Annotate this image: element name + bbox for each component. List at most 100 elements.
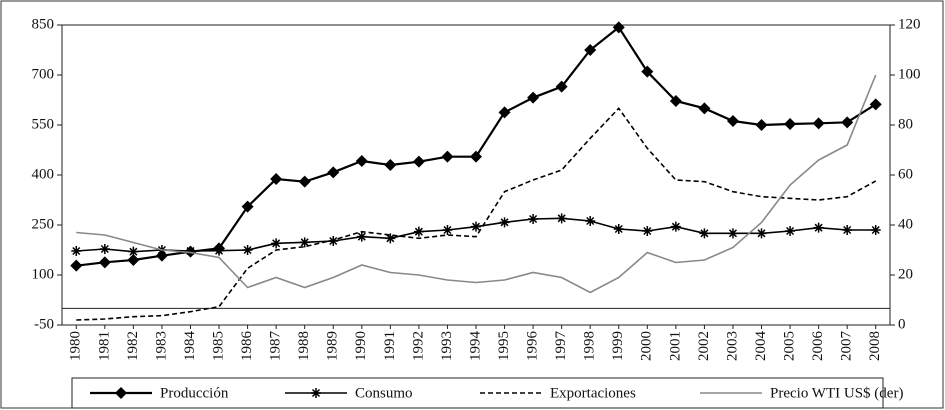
asterisk-marker xyxy=(128,246,139,257)
asterisk-marker xyxy=(756,228,767,239)
diamond-marker xyxy=(498,106,511,119)
asterisk-marker xyxy=(585,216,596,226)
diamond-marker xyxy=(412,155,425,168)
x-tick-label: 2008 xyxy=(867,331,883,361)
diamond-marker xyxy=(327,166,340,179)
asterisk-marker xyxy=(385,233,396,244)
asterisk-marker xyxy=(785,226,796,236)
diamond-marker xyxy=(584,44,597,56)
y-tick-label: 100 xyxy=(32,266,55,282)
asterisk-marker xyxy=(442,225,453,235)
x-tick-label: 1986 xyxy=(239,331,255,362)
asterisk-marker xyxy=(471,221,481,232)
asterisk-marker xyxy=(613,224,624,234)
y2-tick-label: 20 xyxy=(898,266,913,282)
diamond-marker xyxy=(355,155,368,167)
x-tick-label: 1994 xyxy=(467,331,483,362)
x-tick-label: 1985 xyxy=(210,331,226,361)
diamond-marker xyxy=(612,21,625,34)
x-tick-label: 1984 xyxy=(182,331,198,362)
plot-frame xyxy=(61,24,891,326)
diamond-marker xyxy=(384,159,397,171)
diamond-marker xyxy=(70,259,83,272)
x-tick-label: 2002 xyxy=(696,331,712,361)
x-tick-label: 2007 xyxy=(839,331,855,362)
diamond-marker xyxy=(755,119,768,131)
asterisk-marker xyxy=(214,245,225,256)
x-tick-label: 1989 xyxy=(325,331,341,361)
asterisk-marker xyxy=(727,228,738,239)
asterisk-marker xyxy=(185,246,196,256)
asterisk-marker xyxy=(71,246,82,256)
asterisk-marker xyxy=(813,222,824,233)
diamond-marker xyxy=(869,98,882,111)
series-line xyxy=(76,74,877,294)
diamond-marker xyxy=(241,200,254,213)
asterisk-marker xyxy=(328,236,339,246)
diamond-marker xyxy=(669,95,682,107)
diamond-marker xyxy=(127,254,140,266)
diamond-marker xyxy=(527,91,540,104)
x-tick-label: 2000 xyxy=(639,331,655,361)
x-tick-label: 1981 xyxy=(96,331,112,361)
x-tick-label: 1996 xyxy=(525,331,541,362)
asterisk-marker xyxy=(311,388,321,398)
asterisk-marker xyxy=(528,214,539,224)
asterisk-marker xyxy=(699,228,710,239)
legend-box xyxy=(71,377,884,409)
x-tick-label: 1991 xyxy=(382,331,398,361)
asterisk-marker xyxy=(670,221,681,232)
x-tick-label: 2005 xyxy=(782,331,798,361)
x-tick-label: 1995 xyxy=(496,331,512,361)
diamond-marker xyxy=(726,115,739,127)
x-tick-label: 1999 xyxy=(610,331,626,361)
asterisk-marker xyxy=(413,226,424,237)
asterisk-marker xyxy=(356,231,367,242)
y-tick-label: 250 xyxy=(32,216,55,232)
legend-label: Exportaciones xyxy=(550,385,636,401)
asterisk-marker xyxy=(299,237,310,248)
x-tick-label: 1997 xyxy=(553,331,569,362)
diamond-marker xyxy=(841,116,854,129)
diamond-marker xyxy=(441,150,454,163)
y2-tick-label: 40 xyxy=(898,216,913,232)
asterisk-marker xyxy=(242,245,253,255)
asterisk-marker xyxy=(99,244,110,254)
x-tick-label: 1993 xyxy=(439,331,455,361)
x-tick-label: 2001 xyxy=(667,331,683,361)
diamond-marker xyxy=(555,80,568,93)
x-tick-label: 1987 xyxy=(268,331,284,362)
y-tick-label: 400 xyxy=(32,166,55,182)
diamond-marker xyxy=(812,117,825,130)
y2-tick-label: 60 xyxy=(898,166,913,182)
x-tick-label: 2006 xyxy=(810,331,826,362)
x-tick-label: 1980 xyxy=(68,331,84,361)
x-tick-label: 1988 xyxy=(296,331,312,361)
diamond-marker xyxy=(298,175,311,188)
asterisk-marker xyxy=(271,238,282,249)
x-tick-label: 1992 xyxy=(410,331,426,361)
y2-tick-label: 0 xyxy=(898,316,906,332)
x-tick-label: 1983 xyxy=(153,331,169,361)
legend-label: Consumo xyxy=(355,385,413,401)
diamond-marker xyxy=(115,387,127,399)
diamond-marker xyxy=(470,150,482,163)
diamond-marker xyxy=(641,65,654,78)
x-tick-label: 2004 xyxy=(753,331,769,362)
asterisk-marker xyxy=(842,225,853,235)
x-tick-label: 1982 xyxy=(125,331,141,361)
y2-tick-label: 80 xyxy=(898,116,913,132)
x-tick-label: 1990 xyxy=(353,331,369,361)
diamond-marker xyxy=(698,102,711,115)
y-tick-label: -50 xyxy=(34,316,54,332)
y-tick-label: 700 xyxy=(32,66,55,82)
y2-tick-label: 120 xyxy=(898,16,921,32)
asterisk-marker xyxy=(499,217,510,228)
y-tick-label: 850 xyxy=(32,16,55,32)
asterisk-marker xyxy=(556,213,567,224)
legend-label: Precio WTI US$ (der) xyxy=(770,385,903,401)
legend-label: Producción xyxy=(160,385,229,401)
x-tick-label: 1998 xyxy=(582,331,598,361)
asterisk-marker xyxy=(642,226,653,236)
